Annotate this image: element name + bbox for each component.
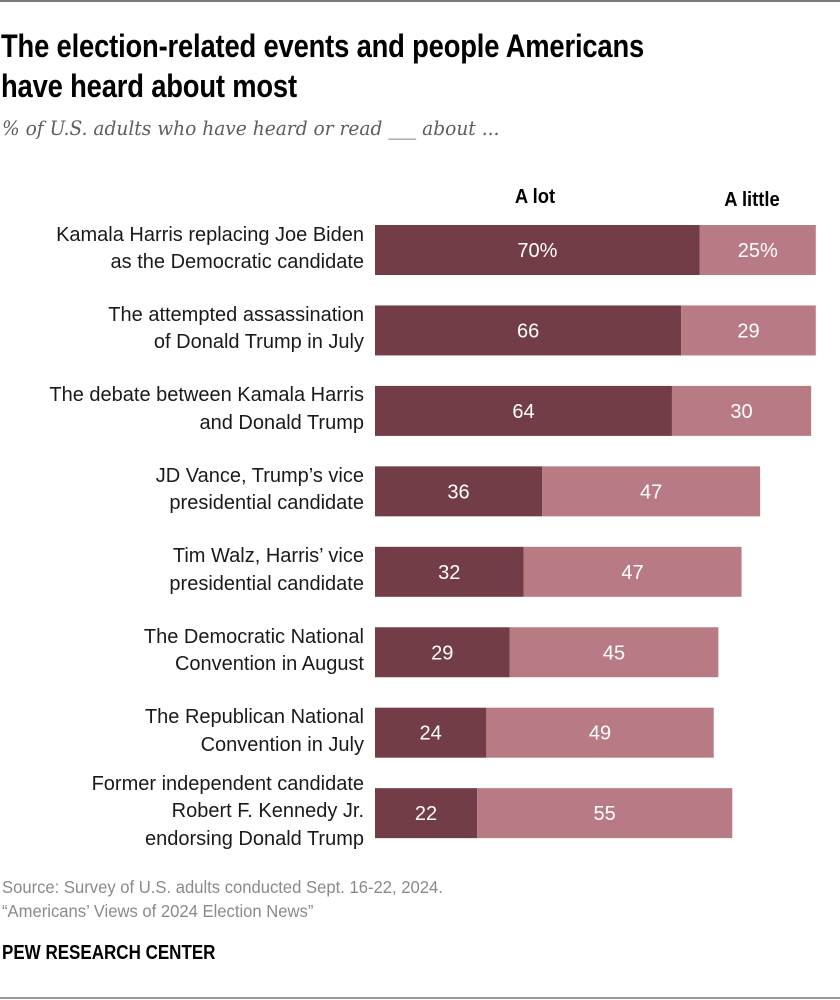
bar-segment-a-lot xyxy=(375,385,672,436)
data-label-a-lot: 36 xyxy=(447,481,469,503)
category-label: The attempted assassination of Donald Tru… xyxy=(0,302,364,357)
category-label-line: presidential candidate xyxy=(169,572,364,595)
source-note: Source: Survey of U.S. adults conducted … xyxy=(2,875,443,923)
bottom-rule xyxy=(0,997,840,999)
category-label-line: of Donald Trump in July xyxy=(153,331,364,354)
bar-segment-a-lot xyxy=(375,546,524,597)
bar-row: 24 49 xyxy=(375,707,714,758)
bar-segment-a-lot xyxy=(375,225,700,275)
category-label: Tim Walz, Harris’ vice presidential candi… xyxy=(0,543,364,598)
chart-title-line-2: have heard about most xyxy=(1,68,297,104)
category-label: The Democratic National Convention in Aug… xyxy=(0,624,364,679)
category-label-line: endorsing Donald Trump xyxy=(144,827,364,850)
category-label-line: The attempted assassination xyxy=(108,303,364,326)
category-label-line: Robert F. Kennedy Jr. xyxy=(171,800,364,823)
bar-segment-a-little xyxy=(542,466,761,517)
data-label-a-little: 47 xyxy=(621,562,643,584)
category-label-line: Convention in July xyxy=(200,733,364,756)
category-label: JD Vance, Trump’s vice presidential candi… xyxy=(0,463,364,518)
data-label-a-lot: 22 xyxy=(415,803,437,825)
bar-segment-a-lot xyxy=(375,627,510,678)
category-label-line: as the Democratic candidate xyxy=(110,251,364,273)
data-label-a-lot: 29 xyxy=(431,642,453,664)
report-title-line: “Americans’ Views of 2024 Election News” xyxy=(2,901,314,921)
bar-row: 32 47 xyxy=(375,546,742,597)
bar-segment-a-little xyxy=(509,627,719,678)
category-label: The debate between Kamala Harris and Dona… xyxy=(0,382,364,437)
data-label-a-little: 49 xyxy=(589,723,611,745)
data-label-a-lot: 70% xyxy=(517,240,557,262)
data-label-a-lot: 66 xyxy=(517,320,539,342)
bar-segment-a-little xyxy=(671,385,812,436)
bar-segment-a-lot xyxy=(375,788,478,839)
category-label: Former independent candidate Robert F. Ke… xyxy=(0,771,364,854)
pew-research-center-logo: PEW RESEARCH CENTER xyxy=(2,942,216,964)
data-label-a-lot: 32 xyxy=(438,562,460,584)
legend-a-lot: A lot xyxy=(514,186,556,208)
bar-row: 29 45 xyxy=(375,627,719,678)
bar-segment-a-little xyxy=(477,788,733,839)
category-label-line: Kamala Harris replacing Joe Biden xyxy=(56,223,364,246)
data-label-a-little: 30 xyxy=(730,401,752,423)
category-label-line: JD Vance, Trump’s vice xyxy=(155,464,364,487)
category-label-line: The debate between Kamala Harris xyxy=(49,384,364,407)
category-label-line: and Donald Trump xyxy=(199,411,364,434)
bar-segment-a-lot xyxy=(375,466,543,517)
source-line: Source: Survey of U.S. adults conducted … xyxy=(2,877,443,897)
bar-segment-a-little xyxy=(486,707,714,758)
legend-a-little: A little xyxy=(724,189,780,211)
top-rule xyxy=(0,0,840,2)
bar-row: 64 30 xyxy=(375,385,812,436)
data-label-a-little: 45 xyxy=(603,642,625,664)
chart-title: The election-related events and people A… xyxy=(1,26,840,106)
data-label-a-lot: 24 xyxy=(420,723,442,745)
category-label-line: presidential candidate xyxy=(169,492,364,515)
bar-segment-a-lot xyxy=(375,707,487,758)
bar-row: 22 55 xyxy=(375,788,733,839)
data-label-a-little: 25% xyxy=(738,240,778,262)
bar-segment-a-little xyxy=(523,546,742,597)
bar-row: 36 47 xyxy=(375,466,761,517)
category-label-line: The Republican National xyxy=(144,706,364,729)
bar-row: 66 29 xyxy=(375,305,816,356)
category-label-line: Former independent candidate xyxy=(91,772,364,795)
data-label-a-little: 47 xyxy=(640,481,662,503)
data-label-a-little: 55 xyxy=(594,803,616,825)
bar-segment-a-lot xyxy=(375,305,682,356)
chart-title-line-1: The election-related events and people A… xyxy=(1,28,645,64)
category-label-line: The Democratic National xyxy=(143,625,364,648)
data-label-a-little: 29 xyxy=(737,320,759,342)
category-label: Kamala Harris replacing Joe Biden as the … xyxy=(0,222,364,277)
category-label-line: Tim Walz, Harris’ vice xyxy=(172,545,364,568)
bar-segment-a-little xyxy=(681,305,816,356)
bar-segment-a-little xyxy=(699,225,816,275)
chart-subtitle: % of U.S. adults who have heard or read … xyxy=(2,116,500,140)
data-label-a-lot: 64 xyxy=(512,401,534,423)
bar-row: 70% 25% xyxy=(375,225,816,275)
category-label: The Republican National Convention in Jul… xyxy=(0,704,364,759)
category-label-line: Convention in August xyxy=(174,653,364,676)
